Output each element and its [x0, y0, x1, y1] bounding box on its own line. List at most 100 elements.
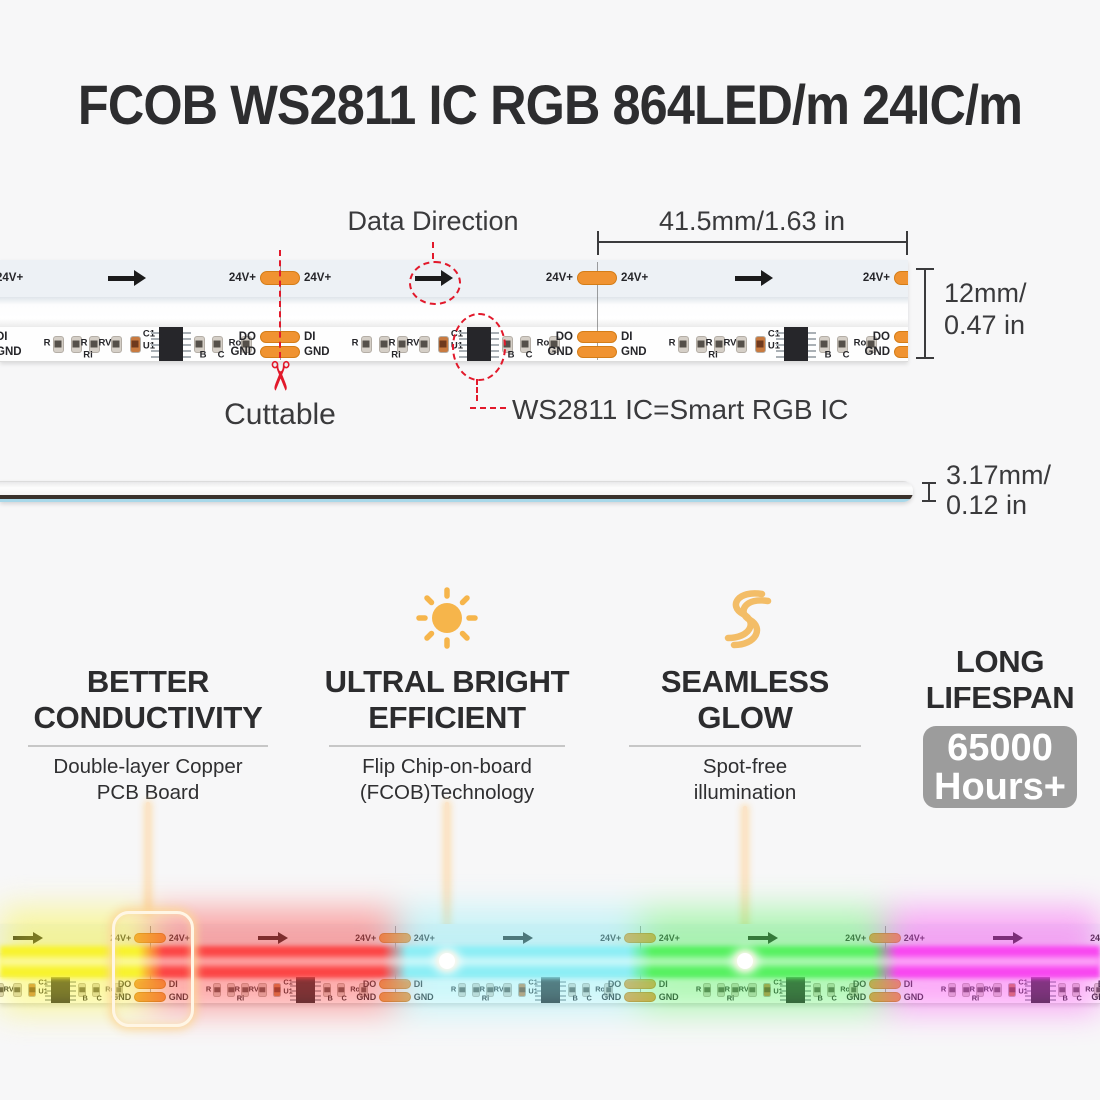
resistor: [1071, 983, 1081, 997]
component-label: R: [205, 984, 212, 994]
component-chip: [963, 987, 969, 993]
component-chip: [679, 340, 687, 348]
ic-pin: [69, 980, 76, 983]
ic-chip: [785, 976, 805, 1004]
resistor: [947, 983, 957, 997]
component-chip: [0, 987, 3, 993]
data-direction-arrow: [12, 936, 34, 941]
component-chip: [29, 987, 35, 993]
thickness-dimension-cap-top: [922, 482, 936, 484]
ic-pin: [776, 338, 784, 340]
ic-pin: [1024, 994, 1031, 997]
pad-label: GND: [230, 346, 256, 358]
component-chip: [131, 340, 139, 348]
strip-silicone-layer: [0, 481, 913, 495]
resistor: [0, 983, 5, 997]
ic-callout-line-v: [476, 379, 478, 401]
resistor: [396, 335, 408, 353]
pad-label: GND: [0, 346, 22, 358]
component-chip: [72, 340, 80, 348]
pad-label: 24V+: [355, 933, 377, 943]
component-chip: [242, 340, 250, 348]
ic-pin: [1049, 999, 1056, 1002]
strip-backing-layer: [0, 499, 913, 502]
solder-pad: [577, 271, 617, 285]
resistor: [378, 335, 390, 353]
pad-label: 24V+: [413, 933, 435, 943]
component-chip: [718, 987, 724, 993]
resistor: [748, 983, 757, 997]
ic-pin: [804, 994, 811, 997]
pad-label: GND: [621, 346, 647, 358]
resistor: [581, 983, 591, 997]
component-chip: [737, 340, 745, 348]
pad-label: GND: [658, 992, 679, 1002]
feature-underline: [329, 745, 565, 747]
ic-pin: [1024, 999, 1031, 1002]
thickness-dimension-label: 3.17mm/ 0.12 in: [946, 460, 1052, 520]
ic-pin: [804, 985, 811, 988]
solder-pad: [134, 932, 166, 944]
component-label: Ro: [536, 337, 550, 349]
component-label: R: [450, 984, 457, 994]
component-chip: [697, 340, 705, 348]
resistor: [322, 983, 332, 997]
ic-pin: [44, 990, 51, 992]
component-chip: [838, 340, 846, 348]
capacitor: [762, 983, 772, 997]
component-label: Ro: [853, 337, 867, 349]
resistor: [695, 335, 707, 353]
component-chip: [274, 987, 280, 993]
feature-underline: [629, 745, 861, 747]
cut-line-dashed: [279, 250, 281, 358]
feature-seamless-glow: SEAMLESS GLOW Spot-free illumination: [613, 664, 877, 806]
resistor: [993, 983, 1002, 997]
data-direction-callout-line: [432, 242, 434, 259]
ic-pin: [1024, 990, 1031, 992]
component-label: R: [969, 984, 976, 994]
callout-line-fcob: [445, 802, 449, 958]
component-label: R: [234, 984, 241, 994]
pad-label: 24V+: [228, 272, 256, 284]
ic-pin: [44, 999, 51, 1002]
pad-label: GND: [356, 992, 377, 1002]
solder-pad: [869, 979, 901, 989]
resistor: [818, 335, 830, 353]
feature-ultra-bright: ULTRAL BRIGHT EFFICIENT Flip Chip-on-boa…: [324, 664, 570, 804]
resistor: [519, 335, 531, 353]
capacitor: [1007, 983, 1017, 997]
ic-pin: [559, 990, 566, 992]
ic-pin: [314, 994, 321, 997]
component-chip: [504, 987, 511, 993]
solder-pad: [577, 346, 617, 358]
ic-pin: [1049, 985, 1056, 988]
feature-better-conductivity: BETTER CONDUCTIVITY Double-layer Copper …: [16, 664, 280, 806]
component-chip: [814, 987, 820, 993]
component-label: C1: [528, 977, 538, 987]
capacitor: [517, 983, 527, 997]
ic-pin: [776, 350, 784, 352]
ic-pin: [183, 350, 191, 352]
component-chip: [324, 987, 330, 993]
ic-chip: [1030, 976, 1050, 1004]
component-chip: [756, 340, 764, 348]
width-dimension-cap-top: [916, 268, 934, 270]
component-chip: [820, 340, 828, 348]
component-label: Ri: [83, 349, 93, 361]
ic-pin: [779, 980, 786, 983]
sun-icon: [416, 587, 478, 649]
component-chip: [398, 340, 406, 348]
data-direction-label: Data Direction: [347, 206, 519, 236]
thickness-dimension-cap-bottom: [922, 500, 936, 502]
resistor: [604, 983, 613, 997]
pad-label: 24V+: [658, 933, 680, 943]
component-label: RV: [723, 337, 737, 349]
component-label: B: [82, 993, 88, 1003]
ic-pin: [1049, 980, 1056, 983]
component-chip: [195, 340, 203, 348]
resistor: [212, 983, 222, 997]
component-chip: [732, 987, 738, 993]
ic-pin: [44, 994, 51, 997]
resistor: [716, 983, 726, 997]
component-chip: [764, 987, 770, 993]
